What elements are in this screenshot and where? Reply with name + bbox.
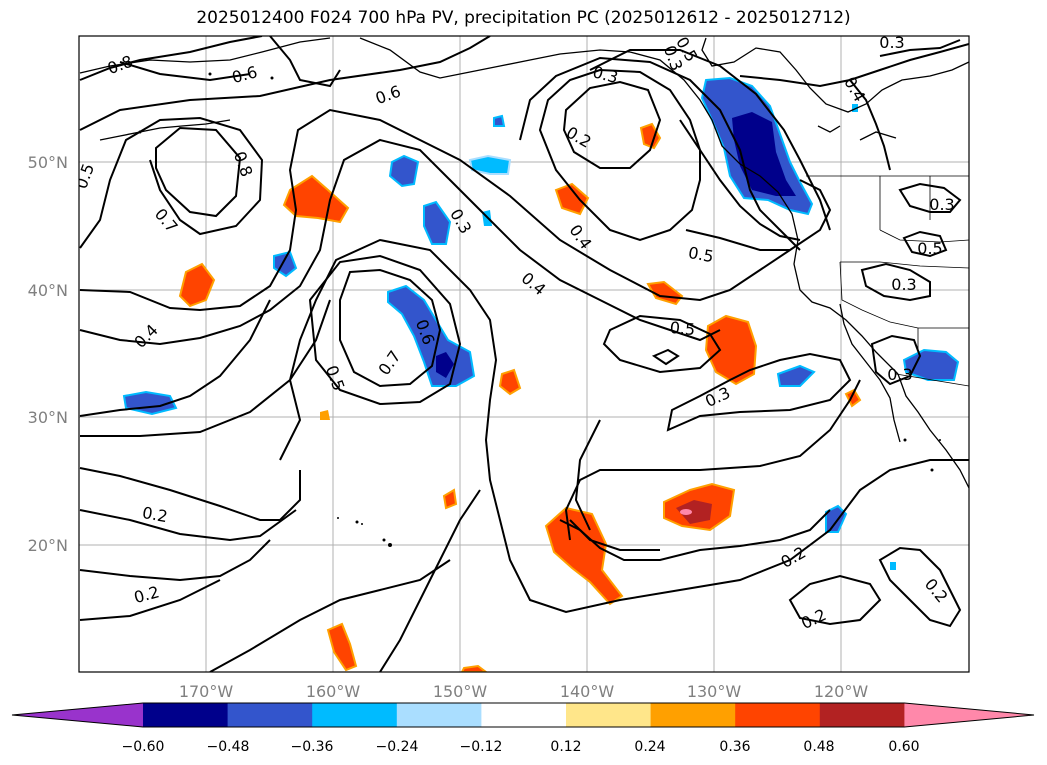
longitude-labels: 170°W 160°W 150°W 140°W 130°W 120°W [179,682,869,701]
colorbar-segment [650,703,736,727]
contour-label: 0.4 [130,320,161,351]
colorbar-segment [819,703,905,727]
lat-label: 50°N [28,153,68,172]
precip-blob-core [676,500,712,524]
precip-blob [646,280,684,306]
lon-label: 120°W [814,682,869,701]
colorbar-segment [227,703,313,727]
contour-label: 0.5 [669,318,696,339]
precip-blob [493,114,506,127]
precip-positive-shading [178,122,862,672]
lon-label: 140°W [560,682,615,701]
contour-label: 0.7 [151,205,182,237]
small-islands [138,72,941,547]
precip-blob-core [732,112,796,196]
precip-blob [468,154,512,175]
contour-label: 0.3 [887,365,912,384]
precip-blob [326,622,358,672]
precip-blob [178,262,216,308]
pv-contours [79,36,969,672]
precip-blob [890,562,896,570]
colorbar-segment [566,703,652,727]
precip-blob [825,504,848,533]
colorbar-tick-label: −0.12 [460,739,503,755]
latitude-labels: 50°N 40°N 30°N 20°N [28,153,68,555]
map-frame [78,35,970,673]
colorbar [11,702,1035,728]
colorbar-tick-label: 0.48 [803,739,834,755]
colorbar-tick-label: −0.48 [207,739,250,755]
colorbar-extend-max [904,703,1034,727]
contour-label: 0.2 [921,575,952,607]
precip-blob [423,200,452,245]
contour-label: 0.6 [230,62,260,87]
lon-label: 170°W [179,682,234,701]
contour-label: 0.2 [777,543,809,572]
coastlines [79,37,969,489]
contour-label: 0.8 [230,149,257,179]
contour-label: 0.5 [72,161,99,191]
colorbar-tick-label: −0.36 [291,739,334,755]
contour-label: 0.3 [591,62,621,87]
precip-blob [442,488,458,510]
colorbar-segment [396,703,482,727]
colorbar-segment [312,703,398,727]
precip-blob [902,348,960,381]
contour-label: 0.4 [518,268,550,299]
contour-label: 0.2 [132,582,162,607]
contour-label: 0.4 [565,221,595,253]
precip-blob [776,364,816,387]
contour-label: 0.3 [702,383,733,411]
colorbar-segment [481,703,567,727]
colorbar-tick-label: 0.24 [634,739,665,755]
precip-blob [460,664,488,672]
lon-label: 160°W [306,682,361,701]
colorbar-tick-label: 0.36 [719,739,750,755]
contour-labels: 0.8 0.6 0.6 0.3 0.2 0.3 0.4 0.5 0.8 0.7 … [72,33,955,633]
precip-blob [554,182,590,216]
colorbar-tick-label: 0.12 [550,739,581,755]
contour-label: 0.3 [929,195,954,214]
colorbar-tick-label: 0.60 [888,739,919,755]
colorbar-tick-labels: −0.60 −0.48 −0.36 −0.24 −0.12 0.12 0.24 … [122,739,920,755]
colorbar-tick-label: −0.60 [122,739,165,755]
lat-label: 30°N [28,408,68,427]
contour-label: 0.3 [446,205,475,237]
precip-blob [544,506,624,606]
lon-label: 150°W [433,682,488,701]
precip-blob [639,122,662,150]
precip-blob [498,368,522,396]
precip-blob [282,174,350,224]
contour-label: 0.7 [374,347,404,379]
colorbar-extend-min [12,703,143,727]
precip-blob [387,284,476,387]
colorbar-tick-label: −0.24 [376,739,419,755]
contour-label: 0.3 [891,275,916,294]
colorbar-outline [11,702,1035,728]
lat-label: 20°N [28,536,68,555]
precip-blob [320,410,330,420]
contour-label: 0.5 [687,243,715,266]
precip-blob [388,154,420,188]
contour-label: 0.2 [141,503,169,526]
page-title: 2025012400 F024 700 hPa PV, precipitatio… [196,8,851,28]
contour-label: 0.3 [879,33,904,52]
precip-blob [844,388,862,408]
precip-blob-core [436,352,454,378]
lat-label: 40°N [28,281,68,300]
contour-label: 0.2 [798,605,829,633]
contour-label: 0.6 [373,82,403,109]
contour-label: 0.2 [563,123,595,152]
contour-label: 0.5 [322,363,349,393]
colorbar-segment [143,703,229,727]
precip-blob [704,314,758,386]
precip-negative-shading [122,76,960,570]
political-borders [806,175,969,387]
contour-label: 0.8 [105,52,135,79]
contour-label: 0.5 [917,239,942,258]
precip-blob-peak [680,509,692,515]
lon-label: 130°W [687,682,742,701]
colorbar-segment [735,703,821,727]
